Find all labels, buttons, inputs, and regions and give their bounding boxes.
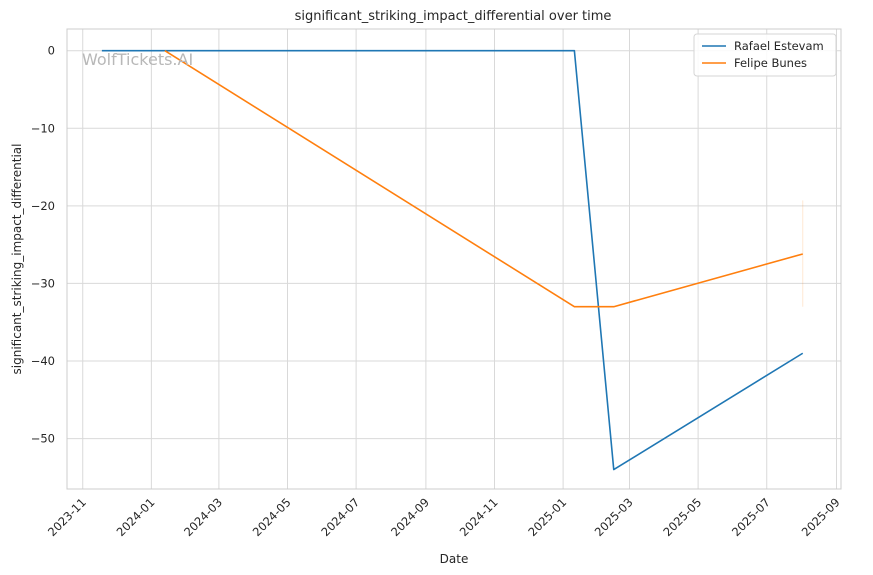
y-axis-ticks: 0 −10 −20 −30 −40 −50 <box>31 44 55 446</box>
y-tick-label: −50 <box>31 432 55 446</box>
series-layer <box>101 49 804 471</box>
x-axis-label: Date <box>440 552 469 566</box>
watermark: WolfTickets.AI <box>82 50 193 69</box>
grid <box>67 29 841 489</box>
legend: Rafael Estevam Felipe Bunes <box>693 33 837 77</box>
chart-title: significant_striking_impact_differential… <box>295 9 612 24</box>
series-line-0 <box>101 49 804 471</box>
y-axis-label: significant_striking_impact_differential <box>10 144 24 375</box>
y-tick-label: −40 <box>31 354 55 368</box>
series-line-1 <box>164 50 803 308</box>
y-tick-label: 0 <box>48 44 55 58</box>
y-tick-label: −20 <box>31 199 55 213</box>
y-tick-label: −30 <box>31 276 55 290</box>
plot-frame <box>66 28 842 490</box>
legend-box <box>693 33 837 77</box>
y-tick-label: −10 <box>31 121 55 135</box>
legend-label: Rafael Estevam <box>734 39 824 53</box>
legend-label: Felipe Bunes <box>734 56 807 70</box>
